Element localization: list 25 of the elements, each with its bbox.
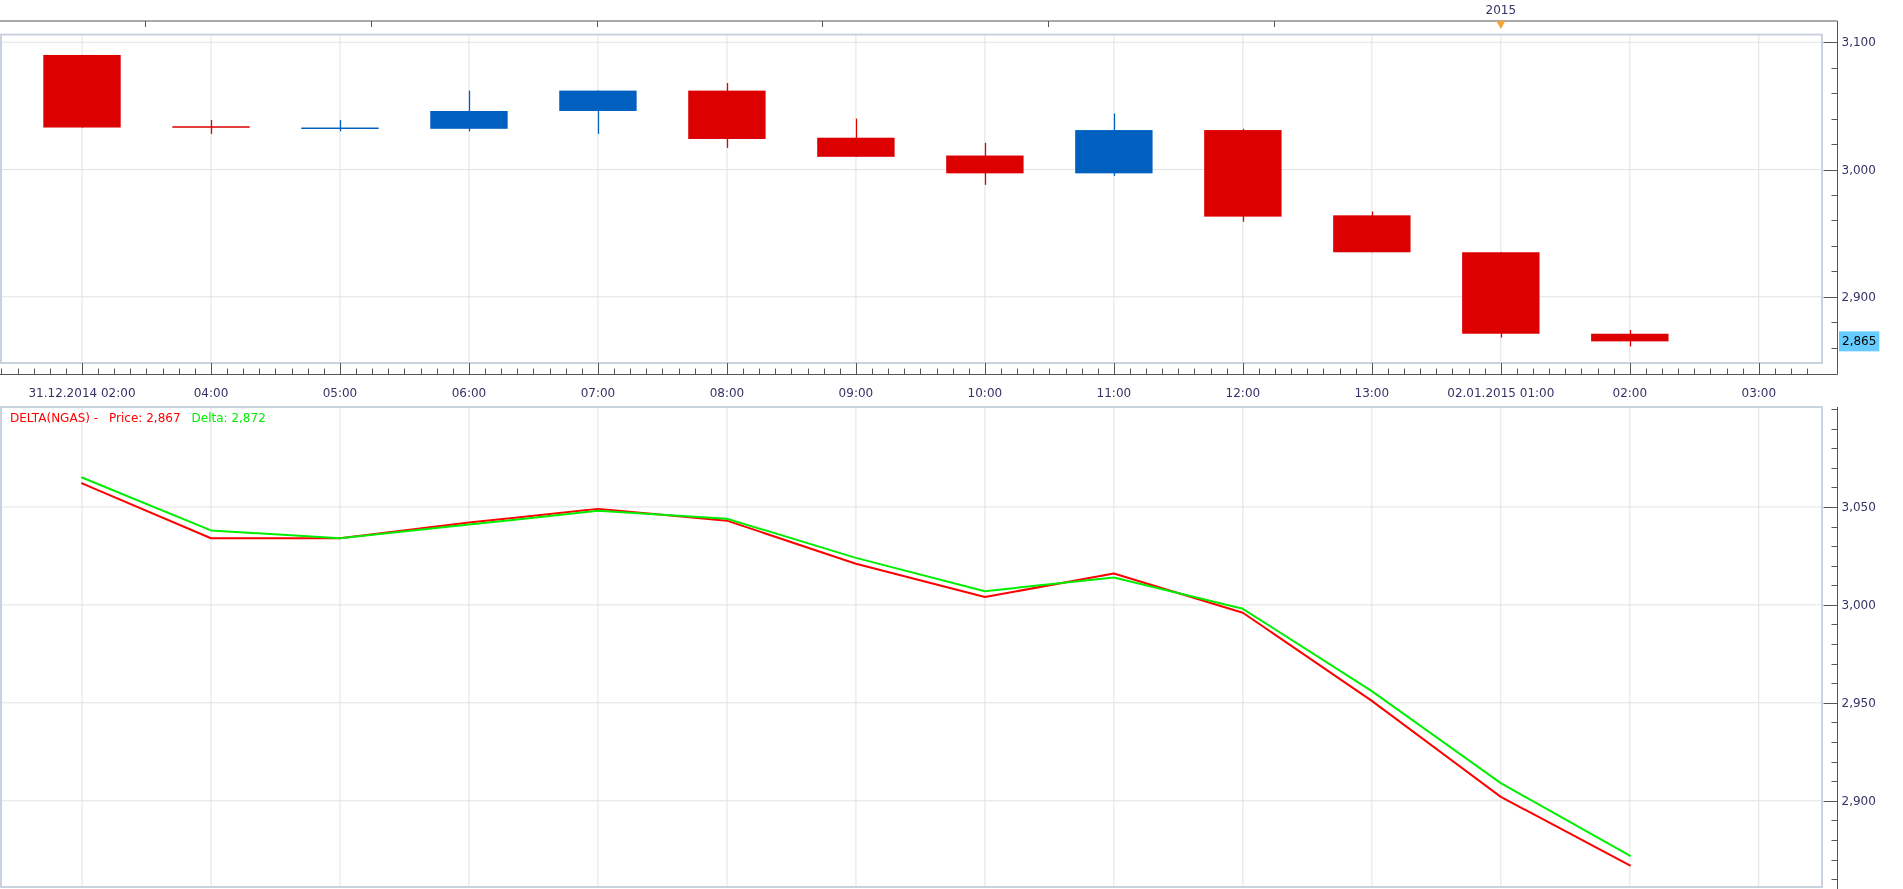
- text: 2015: [1485, 3, 1517, 17]
- text: Delta: 2,872: [191, 411, 266, 425]
- y-tick-label: 3,000: [1841, 597, 1876, 612]
- y-tick-label: 2,900: [1841, 289, 1876, 304]
- x-tick-label: 11:00: [1096, 386, 1132, 400]
- x-tick-label: 08:00: [709, 386, 745, 400]
- x-tick-label: 04:00: [193, 386, 229, 400]
- y-tick-label: 3,000: [1841, 162, 1876, 177]
- y-tick-label: 2,900: [1841, 793, 1876, 808]
- x-tick-label: 12:00: [1225, 386, 1261, 400]
- x-tick-label: 13:00: [1354, 386, 1390, 400]
- y-tick-label: 3,100: [1841, 35, 1876, 50]
- x-tick-label: 10:00: [967, 386, 1003, 400]
- text: Price: 2,867: [109, 411, 181, 425]
- y-tick-label: 2,950: [1841, 695, 1876, 710]
- x-tick-label: 03:00: [1741, 386, 1777, 400]
- x-tick-label: 07:00: [580, 386, 616, 400]
- y-tick-label: 3,050: [1841, 499, 1876, 514]
- x-tick-label: 31.12.2014 02:00: [28, 386, 136, 400]
- legend-title: DELTA(NGAS) -: [10, 411, 99, 425]
- x-tick-label: 09:00: [838, 386, 874, 400]
- x-tick-label: 02.01.2015 01:00: [1447, 386, 1555, 400]
- x-tick-label: 06:00: [451, 386, 487, 400]
- x-tick-label: 05:00: [322, 386, 358, 400]
- x-tick-label: 02:00: [1612, 386, 1648, 400]
